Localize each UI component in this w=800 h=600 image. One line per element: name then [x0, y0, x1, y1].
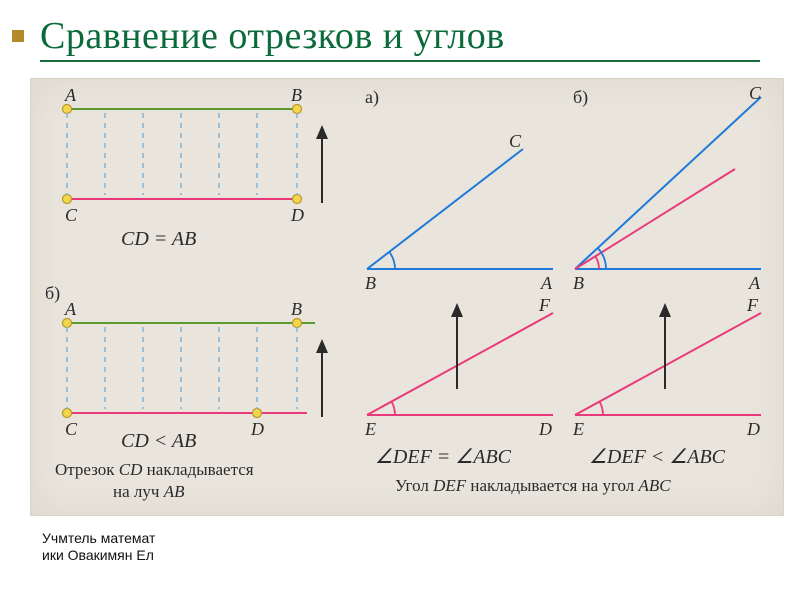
svg-text:B: B: [573, 273, 584, 293]
svg-text:A: A: [540, 273, 553, 293]
svg-text:F: F: [538, 295, 551, 315]
slide-bullet: [12, 30, 24, 42]
svg-text:CD < AB: CD < AB: [121, 430, 196, 452]
svg-text:B: B: [291, 299, 302, 319]
svg-text:D: D: [250, 419, 264, 439]
svg-text:б): б): [45, 283, 60, 304]
svg-text:Отрезок CD накладывается: Отрезок CD накладывается: [55, 460, 254, 479]
svg-text:∠DEF < ∠ABC: ∠DEF < ∠ABC: [589, 446, 726, 468]
svg-text:на луч AB: на луч AB: [113, 482, 185, 501]
svg-text:D: D: [746, 419, 760, 439]
page-title: Сравнение отрезков и углов: [40, 14, 760, 62]
svg-text:C: C: [65, 205, 78, 225]
svg-text:б): б): [573, 87, 588, 108]
svg-text:B: B: [291, 85, 302, 105]
svg-text:B: B: [365, 273, 376, 293]
svg-text:Угол DEF накладывается на угол: Угол DEF накладывается на угол ABC: [395, 476, 671, 495]
diagram-image: ABCDCD = ABб)ABCDCD < ABОтрезок CD накла…: [30, 78, 784, 516]
svg-text:∠DEF = ∠ABC: ∠DEF = ∠ABC: [375, 446, 512, 468]
svg-text:CD = AB: CD = AB: [121, 228, 196, 250]
svg-text:A: A: [64, 85, 77, 105]
footer-line2: ики Овакимян Ел: [42, 547, 154, 563]
svg-text:D: D: [538, 419, 552, 439]
svg-text:A: A: [748, 273, 761, 293]
svg-text:F: F: [746, 295, 759, 315]
svg-text:E: E: [572, 419, 584, 439]
svg-text:C: C: [509, 131, 522, 151]
svg-text:D: D: [290, 205, 304, 225]
footer-credit: Учмтель математ ики Овакимян Ел: [42, 530, 242, 564]
footer-line1: Учмтель математ: [42, 530, 155, 546]
svg-text:а): а): [365, 87, 379, 108]
svg-text:E: E: [364, 419, 376, 439]
svg-text:C: C: [65, 419, 78, 439]
svg-text:A: A: [64, 299, 77, 319]
svg-text:C: C: [749, 83, 762, 103]
